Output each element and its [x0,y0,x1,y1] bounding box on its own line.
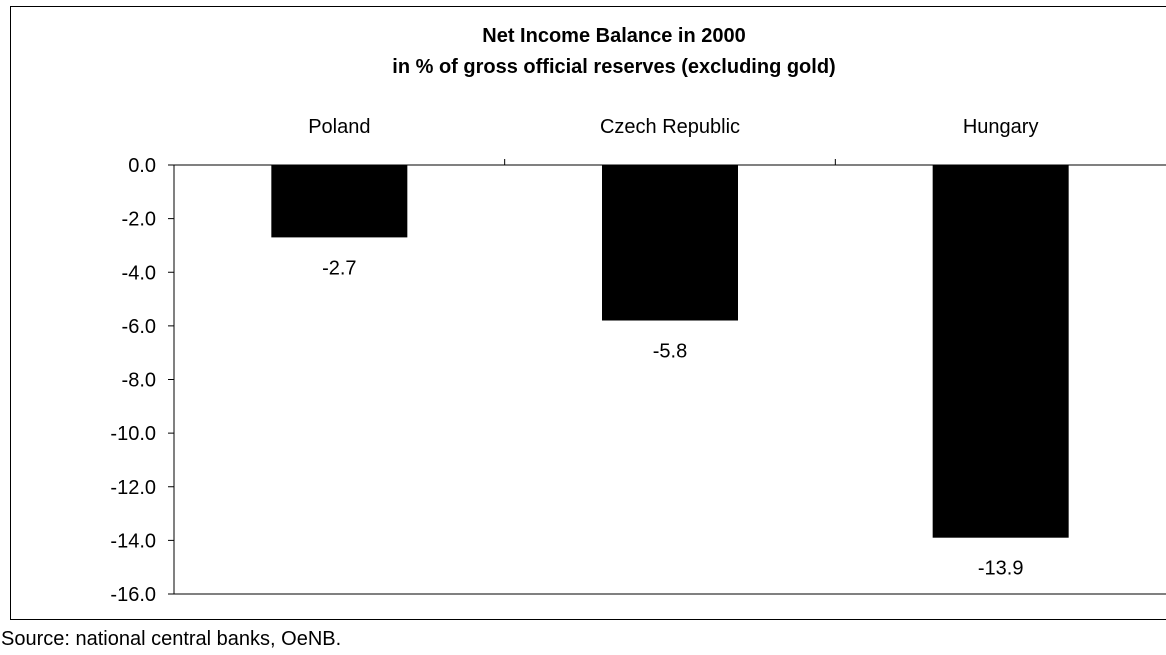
category-label: Hungary [963,116,1039,138]
y-tick-label: -6.0 [122,316,156,338]
bar-poland [271,165,408,238]
y-tick-label: -2.0 [122,209,156,231]
y-tick-label: -16.0 [110,584,156,606]
bar-hungary [932,165,1069,538]
category-label: Poland [308,116,370,138]
y-tick-label: -10.0 [110,423,156,445]
y-tick-label: -8.0 [122,370,156,392]
y-tick-label: -12.0 [110,477,156,499]
plot-area: 0.0 -2.0 -4.0 -6.0 -8.0 -10.0 -12.0 -14.0 -16.0 P… [110,116,1166,606]
chart-subtitle: in % of gross official reserves (excludi… [392,56,835,78]
category-label: Czech Republic [600,116,740,138]
y-tick-label: -4.0 [122,262,156,284]
y-tick-label: 0.0 [128,155,156,177]
data-label: -2.7 [322,257,356,279]
y-tick-label: -14.0 [110,530,156,552]
chart-frame [10,6,1166,620]
data-label: -5.8 [653,341,687,363]
data-label: -13.9 [978,558,1024,580]
bar-czech-republic [602,165,738,321]
chart-title: Net Income Balance in 2000 [482,25,745,47]
source-note: Source: national central banks, OeNB. [1,628,342,650]
